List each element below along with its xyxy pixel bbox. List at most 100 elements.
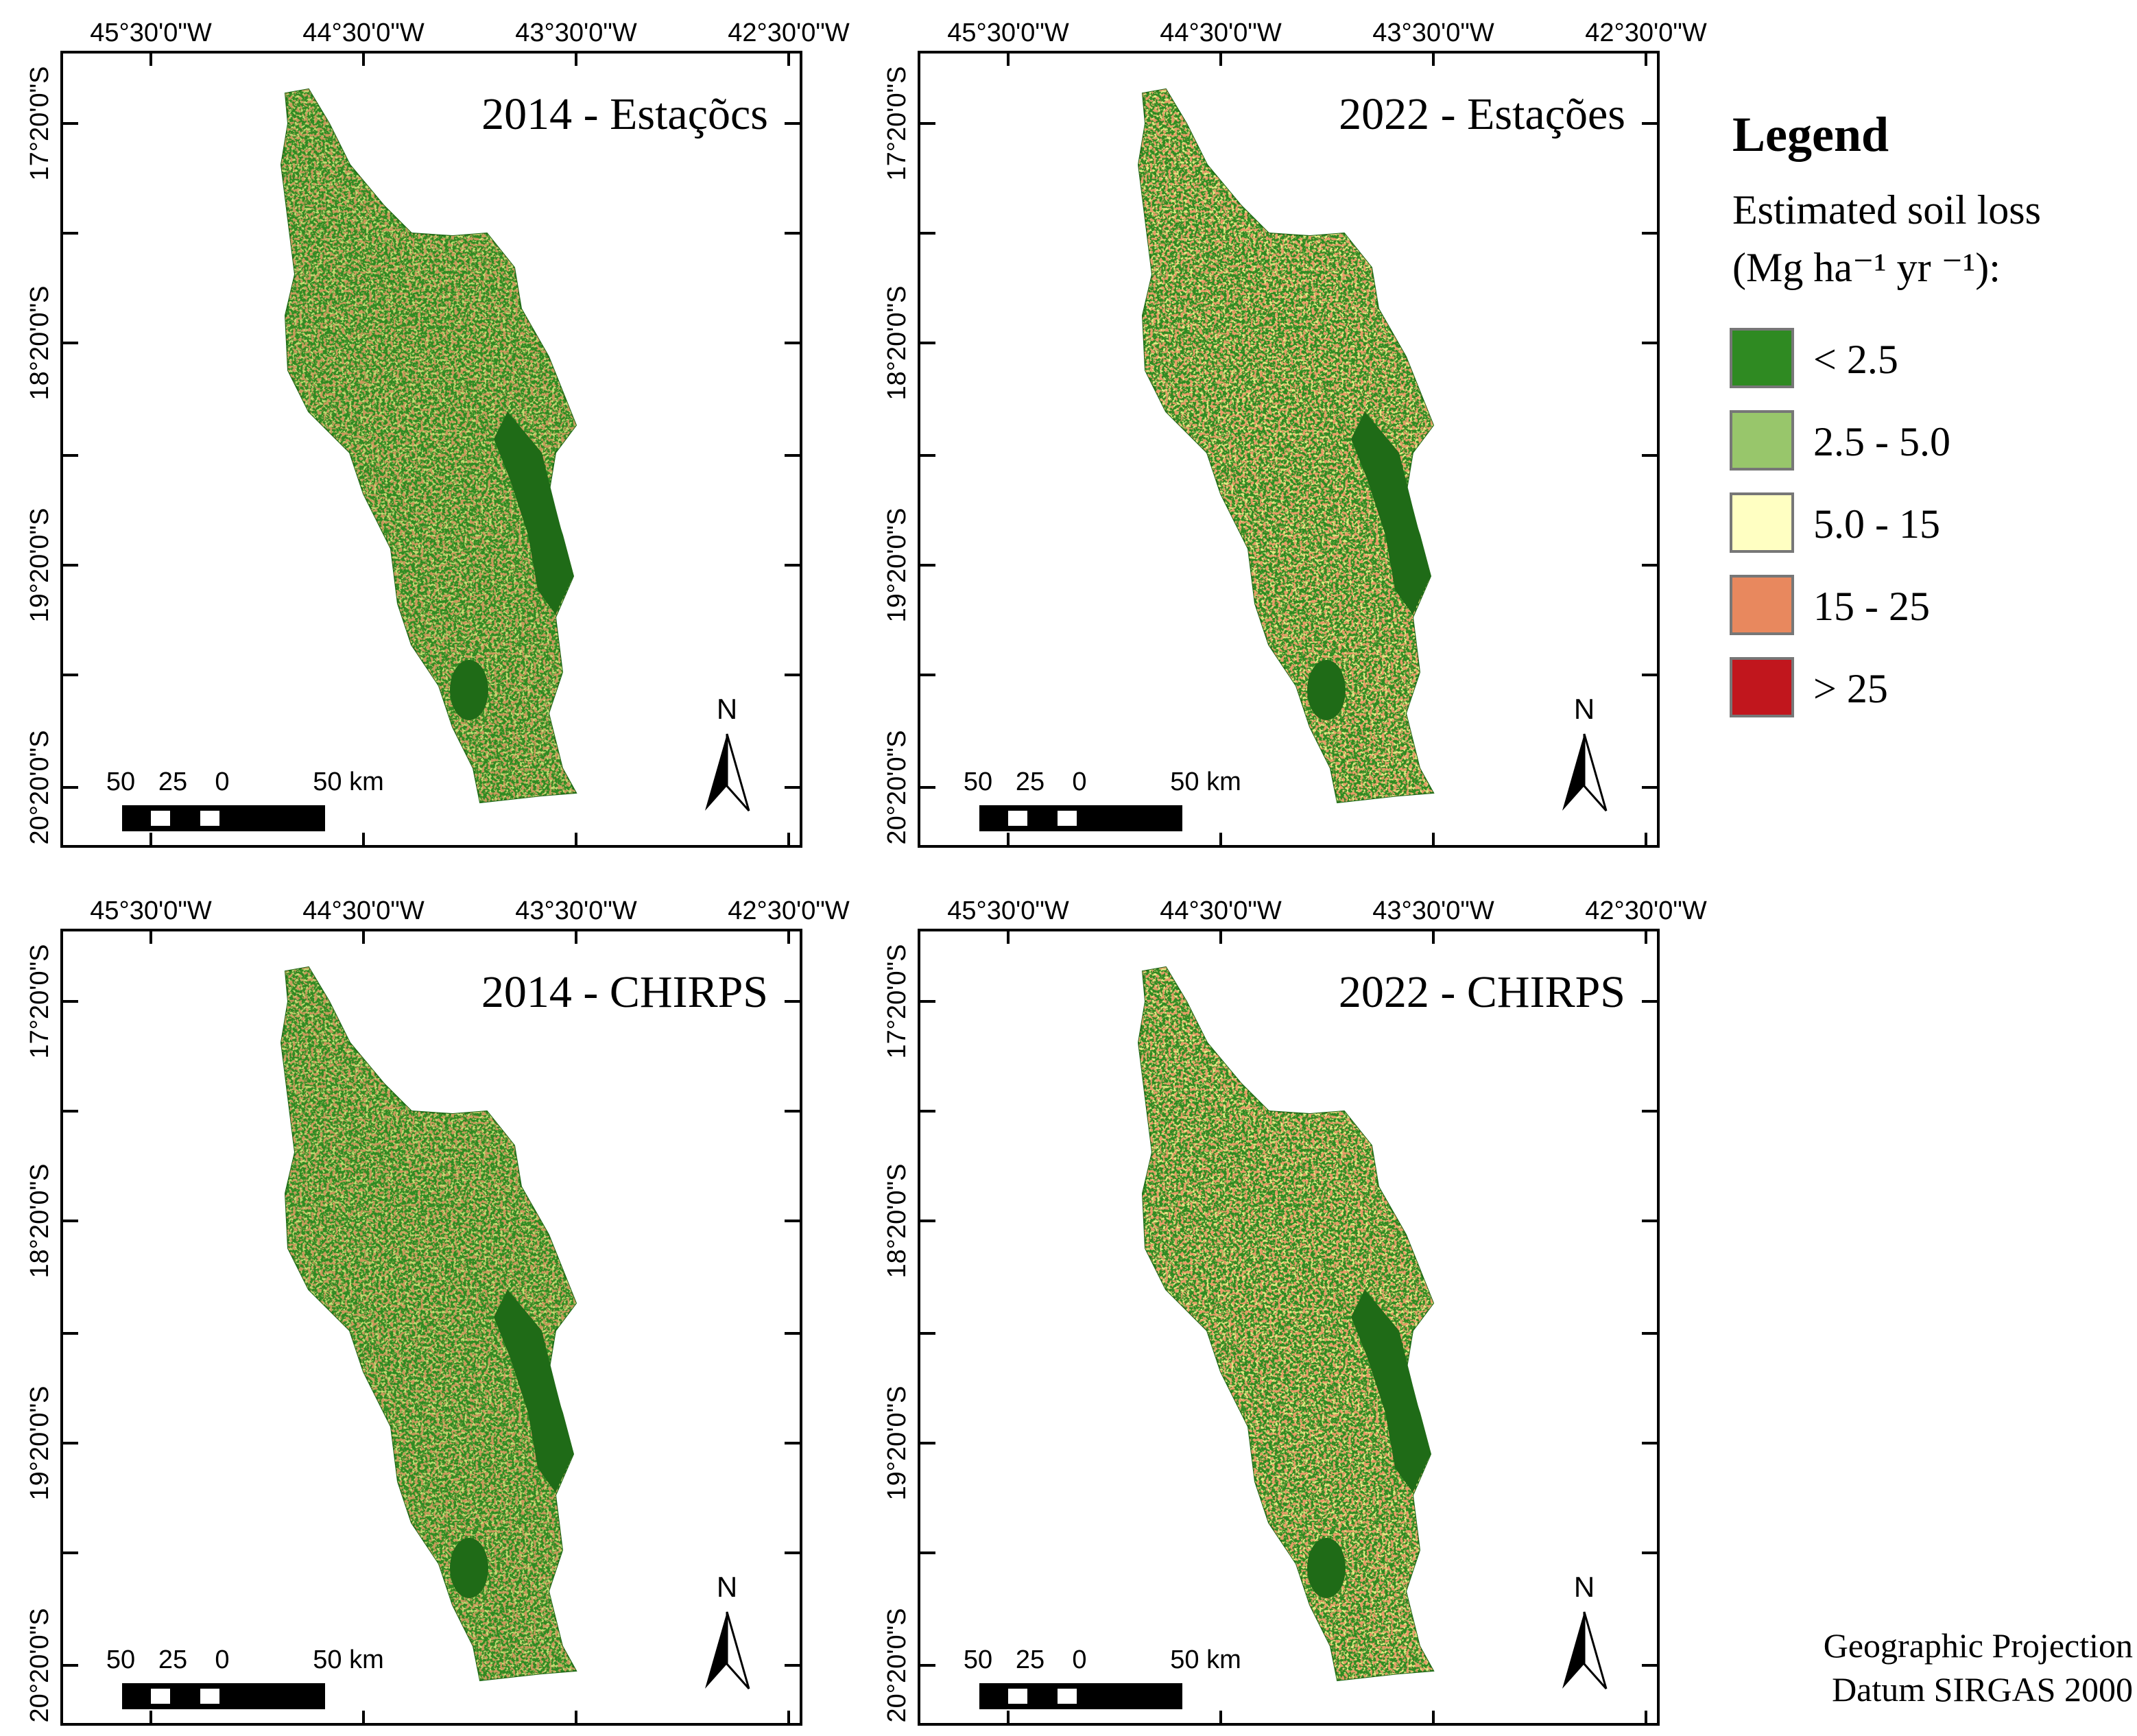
legend-title: Legend bbox=[1732, 107, 1889, 162]
map-panel: 45°30'0"W 44°30'0"W 43°30'0"W 42°30'0"W 17°2… bbox=[883, 896, 1707, 1726]
scale-label: 25 bbox=[158, 768, 187, 796]
lat-label: 20°20'0"S bbox=[25, 1608, 54, 1723]
scale-segment bbox=[200, 811, 219, 826]
panel-title: 2014 - CHIRPS bbox=[481, 967, 768, 1017]
lat-label: 20°20'0"S bbox=[25, 730, 54, 845]
legend-label: 15 - 25 bbox=[1813, 584, 1930, 629]
scale-label: 50 bbox=[106, 1645, 135, 1674]
lon-label: 42°30'0"W bbox=[728, 19, 850, 47]
lon-label: 45°30'0"W bbox=[947, 896, 1069, 925]
lon-label: 43°30'0"W bbox=[515, 19, 637, 47]
lon-label: 45°30'0"W bbox=[90, 896, 212, 925]
legend-subtitle: Estimated soil loss bbox=[1732, 187, 2041, 233]
scale-segment bbox=[151, 1689, 170, 1704]
reservoir-strip bbox=[1351, 1289, 1431, 1493]
lat-label: 17°20'0"S bbox=[25, 944, 54, 1059]
lat-label: 19°20'0"S bbox=[25, 508, 54, 623]
north-arrow-left bbox=[705, 1612, 727, 1689]
scale-label: 50 km bbox=[1170, 768, 1241, 796]
basin-erosion-texture bbox=[1138, 89, 1433, 802]
legend-swatch bbox=[1730, 657, 1794, 717]
lon-label: 42°30'0"W bbox=[1585, 19, 1707, 47]
forest-patch bbox=[1307, 1538, 1346, 1598]
legend-label: 2.5 - 5.0 bbox=[1813, 419, 1950, 464]
north-arrow-left bbox=[1562, 1612, 1584, 1689]
legend-label: > 25 bbox=[1813, 666, 1888, 711]
scale-label: 25 bbox=[1016, 768, 1044, 796]
scale-segment bbox=[200, 1689, 219, 1704]
forest-patch bbox=[450, 660, 488, 720]
scale-label: 25 bbox=[1016, 1645, 1044, 1674]
reservoir-strip bbox=[494, 1289, 573, 1493]
lat-label: 19°20'0"S bbox=[883, 508, 911, 623]
lat-label: 19°20'0"S bbox=[25, 1386, 54, 1501]
lat-label: 19°20'0"S bbox=[883, 1386, 911, 1501]
lat-label: 18°20'0"S bbox=[883, 286, 911, 401]
lon-label: 42°30'0"W bbox=[728, 896, 850, 925]
lat-label: 18°20'0"S bbox=[883, 1164, 911, 1279]
lat-label: 18°20'0"S bbox=[25, 286, 54, 401]
lat-label: 20°20'0"S bbox=[883, 1608, 911, 1723]
north-label: N bbox=[1574, 1571, 1595, 1603]
north-arrow-right bbox=[726, 1611, 750, 1689]
scale-segment bbox=[1008, 811, 1027, 826]
scale-label: 50 km bbox=[313, 768, 383, 796]
lat-label: 17°20'0"S bbox=[25, 67, 54, 181]
map-panel: 45°30'0"W 44°30'0"W 43°30'0"W 42°30'0"W 17°2… bbox=[25, 896, 850, 1726]
map-panel: 45°30'0"W 44°30'0"W 43°30'0"W 42°30'0"W 17°2… bbox=[25, 19, 850, 848]
forest-patch bbox=[450, 1538, 488, 1598]
basin-erosion-texture bbox=[281, 967, 576, 1680]
scale-segment bbox=[1058, 1689, 1077, 1704]
lon-label: 43°30'0"W bbox=[515, 896, 637, 925]
north-label: N bbox=[1574, 693, 1595, 725]
scale-label: 50 bbox=[964, 1645, 992, 1674]
lat-label: 17°20'0"S bbox=[883, 944, 911, 1059]
map-panel: 45°30'0"W 44°30'0"W 43°30'0"W 42°30'0"W 17°2… bbox=[883, 19, 1707, 848]
scale-label: 50 km bbox=[313, 1645, 383, 1674]
reservoir-strip bbox=[1351, 412, 1431, 615]
lon-label: 45°30'0"W bbox=[947, 19, 1069, 47]
footer-text: Geographic Projection bbox=[1824, 1626, 2133, 1665]
scale-segment bbox=[1008, 1689, 1027, 1704]
legend-swatch bbox=[1730, 328, 1794, 388]
north-arrow-right bbox=[1583, 733, 1608, 811]
footer-text: Datum SIRGAS 2000 bbox=[1832, 1670, 2133, 1709]
legend-swatch bbox=[1730, 575, 1794, 635]
basin-erosion-texture bbox=[1138, 967, 1433, 1680]
scale-label: 25 bbox=[158, 1645, 187, 1674]
lat-label: 17°20'0"S bbox=[883, 67, 911, 181]
north-label: N bbox=[717, 693, 737, 725]
legend-swatch bbox=[1730, 492, 1794, 553]
north-label: N bbox=[717, 1571, 737, 1603]
scale-label: 0 bbox=[215, 768, 229, 796]
north-arrow-right bbox=[726, 733, 750, 811]
lon-label: 44°30'0"W bbox=[302, 896, 425, 925]
reservoir-strip bbox=[494, 412, 573, 615]
scale-label: 0 bbox=[1072, 1645, 1086, 1674]
lon-label: 43°30'0"W bbox=[1372, 19, 1494, 47]
scale-segment bbox=[151, 811, 170, 826]
basin-erosion-texture bbox=[281, 89, 576, 802]
legend-label: 5.0 - 15 bbox=[1813, 501, 1940, 547]
north-arrow-right bbox=[1583, 1611, 1608, 1689]
forest-patch bbox=[1307, 660, 1346, 720]
scale-label: 0 bbox=[1072, 768, 1086, 796]
lon-label: 43°30'0"W bbox=[1372, 896, 1494, 925]
lon-label: 44°30'0"W bbox=[302, 19, 425, 47]
lat-label: 18°20'0"S bbox=[25, 1164, 54, 1279]
lon-label: 42°30'0"W bbox=[1585, 896, 1707, 925]
scale-label: 50 km bbox=[1170, 1645, 1241, 1674]
scale-label: 50 bbox=[964, 768, 992, 796]
panel-title: 2022 - Estações bbox=[1339, 89, 1625, 139]
scale-label: 50 bbox=[106, 768, 135, 796]
lat-label: 20°20'0"S bbox=[883, 730, 911, 845]
north-arrow-left bbox=[705, 734, 727, 811]
legend-label: < 2.5 bbox=[1813, 337, 1898, 382]
scale-segment bbox=[1058, 811, 1077, 826]
scale-label: 0 bbox=[215, 1645, 229, 1674]
legend-swatch bbox=[1730, 410, 1794, 471]
legend-subtitle: (Mg ha⁻¹ yr ⁻¹): bbox=[1732, 245, 2001, 290]
lon-label: 44°30'0"W bbox=[1160, 896, 1282, 925]
